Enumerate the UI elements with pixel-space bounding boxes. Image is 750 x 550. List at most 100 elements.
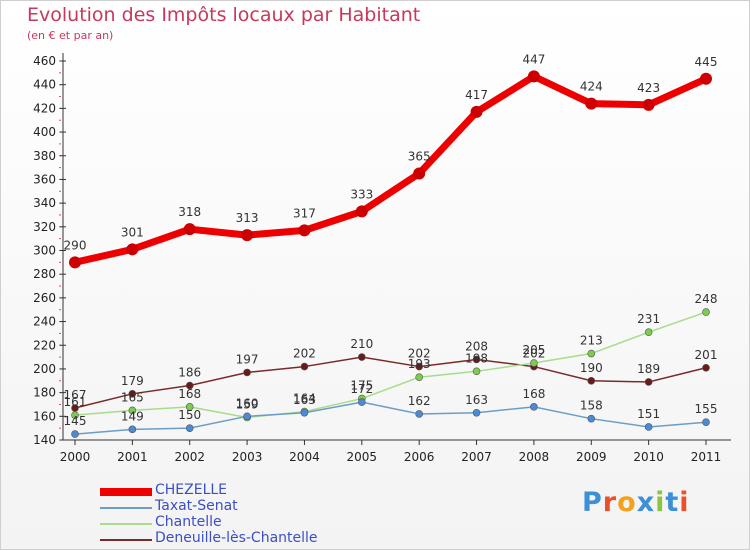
y-tick-label: 400	[33, 125, 56, 139]
data-label: 423	[637, 81, 660, 95]
data-labels-layer: 167 179 186 197 202 210 202 208 202 190 189 201 161 1…	[64, 52, 718, 428]
legend-item-1: Taxat-Senat	[100, 498, 400, 515]
data-label: 301	[121, 225, 144, 239]
data-point	[415, 362, 423, 371]
data-point	[241, 229, 254, 242]
data-point	[530, 359, 538, 367]
data-point	[702, 418, 710, 427]
data-label: 167	[64, 388, 87, 402]
data-point	[472, 367, 481, 376]
data-label: 213	[580, 334, 603, 348]
data-label: 149	[121, 409, 144, 423]
data-point	[700, 72, 712, 85]
data-point	[642, 98, 655, 111]
legend-swatch	[100, 539, 152, 541]
data-point	[71, 411, 79, 419]
y-tick-label: 200	[33, 362, 56, 376]
data-point	[300, 362, 309, 371]
legend-item-2: Chantelle	[100, 514, 400, 531]
data-label: 150	[178, 408, 201, 422]
data-point	[415, 410, 423, 418]
data-label: 189	[637, 362, 660, 376]
data-label: 210	[350, 337, 373, 351]
x-tick-label: 2004	[289, 450, 320, 464]
data-point	[71, 430, 79, 438]
series-line-2	[74, 311, 707, 419]
data-point	[185, 424, 194, 432]
data-label: 290	[64, 238, 87, 252]
data-label: 163	[465, 393, 488, 407]
data-label: 151	[637, 407, 660, 421]
data-label: 202	[522, 347, 545, 361]
x-tick-label: 2008	[519, 450, 550, 464]
x-tick-label: 2007	[461, 450, 492, 464]
data-label: 179	[121, 374, 144, 388]
data-label: 175	[350, 379, 373, 393]
logo-letter: P	[582, 487, 603, 518]
data-point	[470, 105, 483, 118]
x-tick-label: 2009	[576, 450, 607, 464]
legend-swatch	[100, 507, 152, 509]
legend-swatch	[100, 523, 152, 525]
data-point	[527, 70, 540, 83]
data-label: 202	[293, 347, 316, 361]
y-tick-label: 220	[33, 338, 56, 352]
chart-subtitle: (en € et par an)	[27, 29, 114, 42]
data-point	[355, 205, 368, 218]
series-layer	[69, 70, 712, 438]
y-tick-label: 240	[33, 315, 56, 329]
chart-axes: 140 160 180 200 220 240 260 280 300 320 340 360 380 4…	[33, 53, 731, 464]
data-label: 186	[178, 366, 201, 380]
data-label: 365	[408, 150, 431, 164]
proxiti-logo: Proxiti	[582, 487, 690, 518]
data-label: 193	[408, 357, 431, 371]
y-tick-label: 140	[33, 433, 56, 447]
y-tick-label: 180	[33, 386, 56, 400]
y-tick-label: 300	[33, 244, 56, 258]
data-point	[585, 97, 598, 110]
logo-letter: i	[679, 487, 690, 518]
data-label: 190	[580, 361, 603, 375]
y-tick-label: 420	[33, 101, 56, 115]
y-tick-label: 460	[33, 54, 56, 68]
logo-letter: t	[665, 487, 680, 518]
legend-label: Taxat-Senat	[155, 498, 238, 514]
legend-label: Deneuille-lès-Chantelle	[155, 530, 318, 546]
y-tick-label: 340	[33, 196, 56, 210]
x-tick-label: 2003	[232, 450, 263, 464]
logo-letter: r	[602, 487, 618, 518]
x-tick-label: 2006	[404, 450, 435, 464]
y-tick-label: 260	[33, 291, 56, 305]
series-line-1	[74, 401, 707, 435]
data-point	[472, 355, 481, 364]
data-point	[69, 256, 81, 269]
data-point	[183, 223, 196, 236]
data-label: 447	[522, 52, 545, 66]
data-point	[413, 167, 426, 180]
data-label: 317	[293, 206, 316, 220]
y-tick-label: 360	[33, 172, 56, 186]
x-tick-label: 2000	[60, 450, 91, 464]
data-point	[644, 328, 653, 337]
data-point	[587, 376, 596, 385]
data-label: 417	[465, 88, 488, 102]
data-point	[185, 403, 194, 411]
x-tick-label: 2001	[117, 450, 148, 464]
data-label: 445	[695, 55, 718, 69]
data-label: 168	[522, 387, 545, 401]
data-label: 163	[293, 393, 316, 407]
data-label: 201	[695, 348, 718, 362]
legend: CHEZELLE Taxat-Senat Chantelle Deneuille-lè…	[100, 482, 400, 547]
legend-label: CHEZELLE	[155, 482, 228, 498]
data-point	[185, 381, 194, 390]
data-point	[128, 390, 137, 398]
data-label: 168	[178, 387, 201, 401]
y-tick-label: 320	[33, 220, 56, 234]
data-label: 159	[236, 397, 259, 411]
legend-item-0: CHEZELLE	[100, 482, 400, 499]
data-point	[298, 224, 311, 237]
data-label: 164	[293, 392, 316, 406]
data-point	[587, 414, 596, 423]
